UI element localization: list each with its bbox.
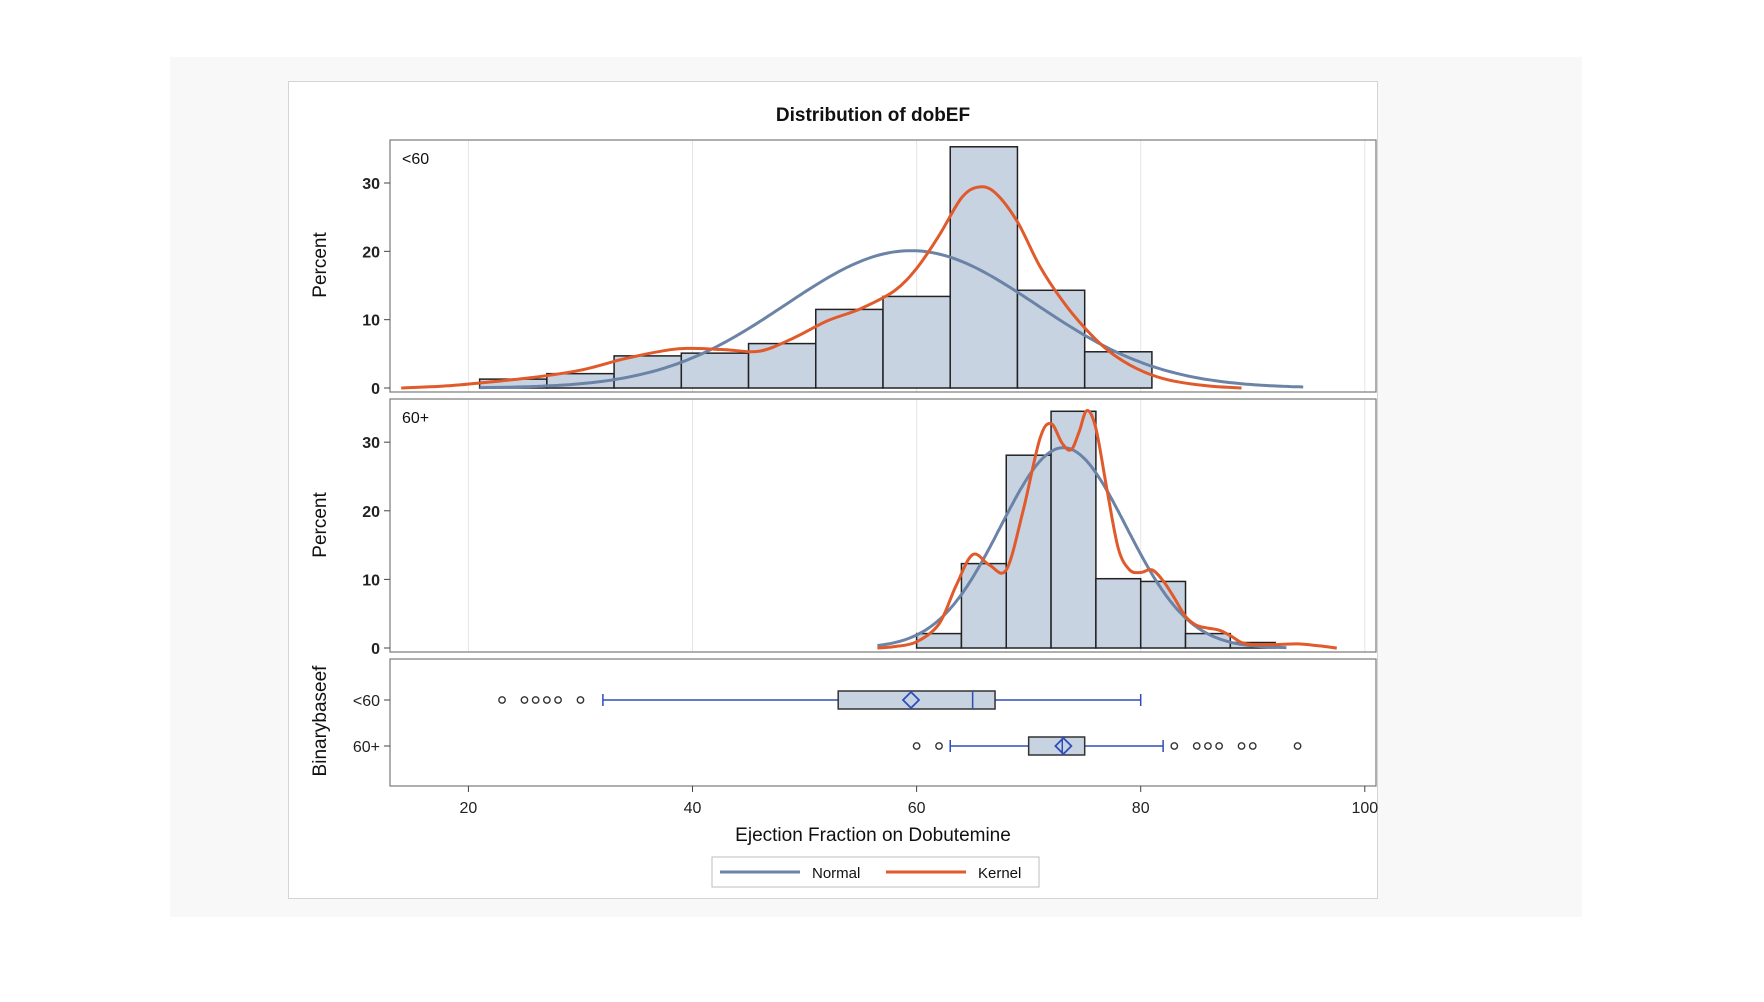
boxplot-category-label: 60+ [353, 739, 380, 756]
x-tick-label: 100 [1351, 800, 1378, 817]
histogram-panel-1: 0 10 20 30 <60 [362, 139, 1377, 398]
boxplot-mean-marker [1054, 736, 1073, 756]
boxplot-outlier [1215, 742, 1224, 750]
y-tick-label: 0 [371, 381, 380, 398]
legend-label-kernel: Kernel [978, 865, 1021, 882]
y-axis-title-panel-1: Percent [310, 232, 331, 298]
boxplot-outlier [498, 696, 506, 704]
x-tick-label: 20 [460, 800, 478, 817]
y-tick-label: 30 [362, 435, 380, 452]
y-tick-label: 20 [362, 504, 380, 521]
y-axis-title-boxplot: Binarybaseef [310, 665, 331, 777]
kernel-density-curve [401, 185, 1242, 390]
boxplot-mean-marker [901, 690, 921, 710]
y-tick-label: 30 [362, 176, 380, 193]
boxplot-outlier [520, 696, 529, 704]
boxplot-outlier [912, 742, 921, 750]
panel-border [389, 398, 1377, 653]
boxplot-outlier [576, 696, 585, 704]
legend: Normal Kernel [711, 856, 1040, 888]
boxplot-category-label: <60 [353, 693, 380, 710]
panel-border [389, 139, 1377, 393]
histogram-bar [1095, 577, 1142, 649]
boxplot-outlier [1170, 742, 1179, 750]
y-axis-title-panel-2: Percent [310, 492, 331, 558]
boxplot-outlier [1293, 742, 1302, 750]
boxplot-outlier [1237, 742, 1246, 750]
boxplot-outlier [1192, 742, 1201, 750]
panel-label: 60+ [402, 410, 429, 427]
boxplot-panel: <60 60+ [353, 658, 1377, 787]
boxplot-outlier [1248, 742, 1257, 750]
chart-frame [288, 81, 1378, 899]
normal-density-curve [479, 249, 1304, 390]
histogram-bar [960, 562, 1008, 649]
x-axis-title: Ejection Fraction on Dobutemine [735, 825, 1011, 846]
histogram-bar [949, 146, 1019, 389]
boxplot-outlier [542, 696, 551, 704]
boxplot-outlier [935, 742, 943, 750]
legend-label-normal: Normal [812, 865, 860, 882]
kernel-density-curve [877, 409, 1337, 650]
boxplot-outlier [554, 696, 562, 704]
histogram-bar [613, 355, 683, 389]
boxplot-outlier [1204, 742, 1212, 750]
x-tick-label: 60 [908, 800, 926, 817]
boxplot-box [1027, 736, 1086, 756]
histogram-bar [882, 295, 951, 389]
panel-label: <60 [402, 151, 429, 168]
boxplot-outlier [531, 696, 540, 704]
y-tick-label: 0 [371, 641, 380, 658]
x-tick-label: 40 [684, 800, 702, 817]
y-tick-label: 10 [362, 572, 380, 589]
panel-border [389, 658, 1377, 787]
chart-title: Distribution of dobEF [776, 105, 970, 126]
histogram-bar [915, 632, 963, 649]
histogram-bar [1016, 289, 1086, 389]
histogram-panel-2: 0 10 20 30 60+ [362, 398, 1377, 658]
y-tick-label: 10 [362, 313, 380, 330]
x-tick-label: 80 [1132, 800, 1150, 817]
y-tick-label: 20 [362, 244, 380, 261]
boxplot-box [837, 690, 996, 710]
